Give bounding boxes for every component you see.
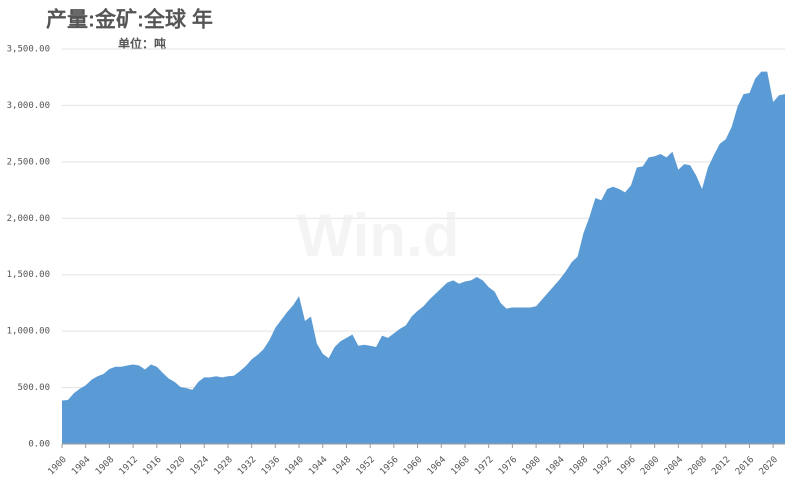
x-tick-label: 1992 — [592, 455, 614, 477]
x-tick-label: 1908 — [94, 455, 116, 477]
y-tick-label: 1,500.00 — [7, 270, 50, 280]
x-tick-label: 1960 — [402, 455, 424, 477]
watermark: Win.d — [297, 202, 460, 269]
x-tick-label: 1944 — [307, 455, 329, 477]
x-tick-label: 1904 — [70, 455, 92, 477]
x-tick-label: 1972 — [473, 455, 495, 477]
x-tick-label: 1980 — [521, 455, 543, 477]
y-tick-label: 2,000.00 — [7, 214, 50, 224]
x-tick-label: 1932 — [236, 455, 258, 477]
x-tick-label: 1912 — [118, 455, 140, 477]
x-tick-label: 1928 — [212, 455, 234, 477]
x-tick-label: 1916 — [141, 455, 163, 477]
x-tick-label: 1948 — [331, 455, 353, 477]
x-tick-label: 1952 — [355, 455, 377, 477]
x-tick-label: 2012 — [710, 455, 732, 477]
x-tick-label: 2000 — [639, 455, 661, 477]
x-tick-label: 1900 — [46, 455, 68, 477]
chart-subtitle: 单位：吨 — [118, 36, 166, 51]
x-tick-label: 2008 — [687, 455, 709, 477]
x-tick-label: 1984 — [544, 455, 566, 477]
x-tick-label: 2004 — [663, 455, 685, 477]
x-tick-label: 1956 — [378, 455, 400, 477]
x-tick-label: 1976 — [497, 455, 519, 477]
x-tick-label: 1968 — [449, 455, 471, 477]
x-tick-label: 2016 — [734, 455, 756, 477]
x-tick-label: 1996 — [615, 455, 637, 477]
y-tick-label: 0.00 — [28, 440, 50, 450]
x-tick-label: 1924 — [189, 455, 211, 477]
x-tick-label: 1988 — [568, 455, 590, 477]
y-tick-label: 1,000.00 — [7, 327, 50, 337]
y-tick-label: 500.00 — [17, 383, 50, 393]
y-tick-label: 3,500.00 — [7, 45, 50, 55]
x-tick-label: 1940 — [284, 455, 306, 477]
x-tick-label: 2020 — [758, 455, 780, 477]
x-tick-label: 1920 — [165, 455, 187, 477]
area — [62, 71, 785, 444]
y-tick-label: 2,500.00 — [7, 157, 50, 167]
x-tick-label: 1936 — [260, 455, 282, 477]
y-tick-label: 3,000.00 — [7, 101, 50, 111]
x-tick-label: 1964 — [426, 455, 448, 477]
chart-title: 产量:金矿:全球 年 — [46, 8, 213, 32]
